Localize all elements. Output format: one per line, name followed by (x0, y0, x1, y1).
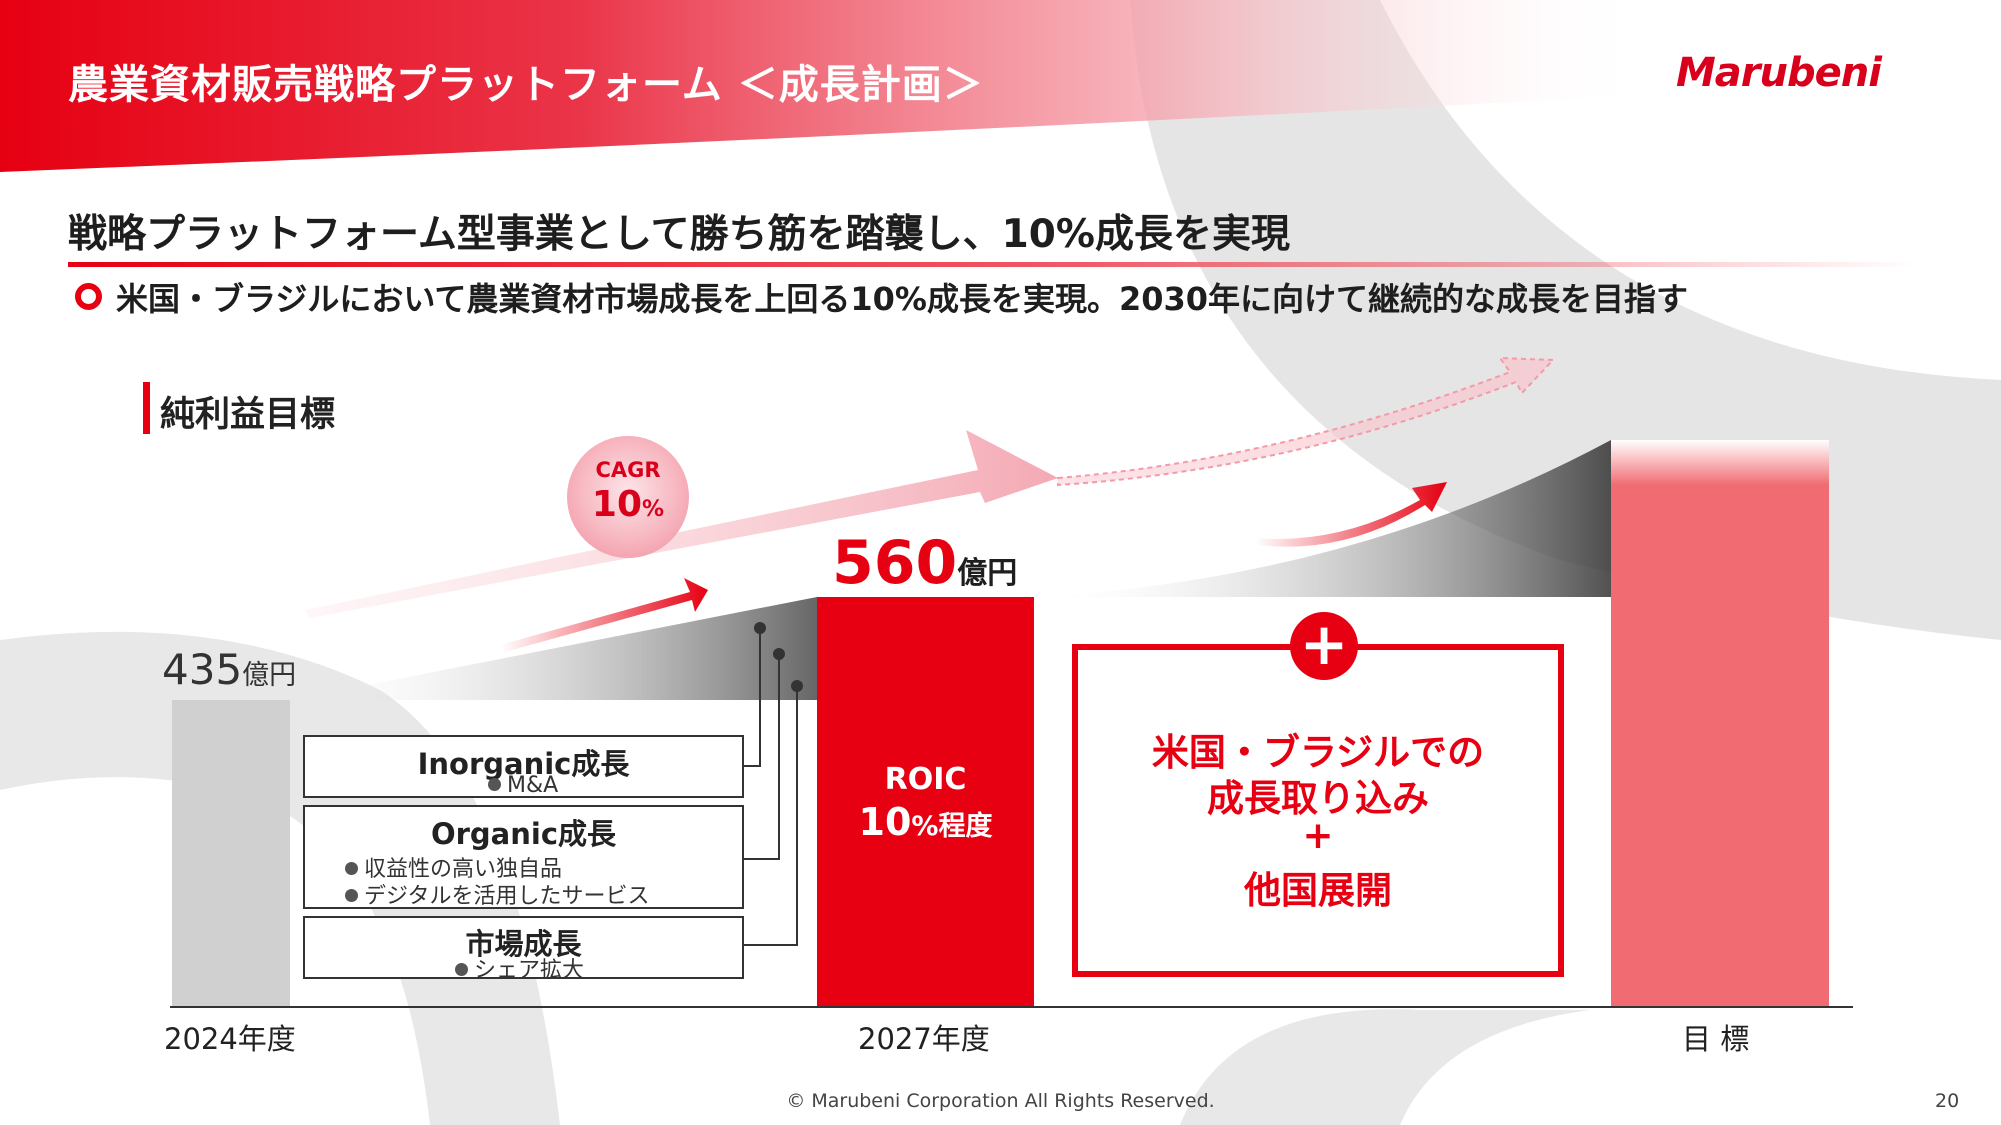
growth-arrow-big (305, 430, 1058, 618)
box-inorganic-title: Inorganic成長 (417, 747, 630, 781)
bullet-dot-icon (345, 862, 358, 875)
marubeni-logo: Marubeni (1676, 50, 1882, 96)
expansion-line-4: 他国展開 (1244, 869, 1392, 912)
section-accent-bar (143, 382, 150, 434)
cagr-value: 10% (567, 484, 689, 525)
value-2024: 435億円 (162, 645, 296, 694)
red-arrow-right (1255, 482, 1447, 547)
footer-copyright: © Marubeni Corporation All Rights Reserv… (786, 1090, 1215, 1112)
box-market: 市場成長 シェア拡大 (303, 916, 744, 983)
box-organic-title: Organic成長 (430, 817, 617, 851)
value-2024-number: 435 (162, 645, 243, 694)
cagr-unit: % (642, 497, 665, 522)
connector-lines (744, 628, 798, 946)
box-market-item: シェア拡大 (455, 952, 584, 984)
box-organic-item-1: 収益性の高い独自品 (345, 851, 562, 883)
x-label-goal: 目 標 (1682, 1022, 1750, 1056)
bullet-dot-icon (345, 889, 358, 902)
box-organic-item-1-text: 収益性の高い独自品 (364, 857, 563, 882)
box-organic-item-2-text: デジタルを活用したサービス (364, 884, 650, 909)
heading-rule (68, 262, 1918, 267)
main-heading: 戦略プラットフォーム型事業として勝ち筋を踏襲し、10%成長を実現 (68, 212, 1291, 257)
expansion-line-3: + (1302, 814, 1334, 857)
box-market-title: 市場成長 (465, 927, 582, 961)
box-inorganic: Inorganic成長 M&A (303, 735, 744, 798)
value-2024-unit: 億円 (242, 660, 297, 691)
section-label: 純利益目標 (160, 395, 336, 435)
expansion-line-2: 成長取り込み (1207, 777, 1429, 820)
red-arrow-left (500, 578, 708, 652)
roic-unit: %程度 (911, 811, 993, 842)
cagr-number: 10 (591, 484, 643, 525)
roic-label: ROIC (884, 762, 967, 797)
cagr-badge (567, 436, 689, 558)
roic-value: 10%程度 (817, 800, 1034, 844)
box-market-item-text: シェア拡大 (474, 958, 585, 983)
x-label-2027: 2027年度 (858, 1022, 990, 1056)
value-2027-number: 560 (832, 528, 958, 598)
growth-wedge-left (290, 597, 817, 700)
bullet-ring-icon (75, 283, 102, 310)
bar-2024 (172, 700, 290, 1007)
future-arrow-dashed (1057, 356, 1556, 487)
expansion-line-1: 米国・ブラジルでの (1151, 731, 1485, 774)
x-axis-baseline (170, 1006, 1853, 1008)
connector-dot-1 (754, 622, 766, 634)
box-organic: Organic成長 収益性の高い独自品 デジタルを活用したサービス (303, 805, 744, 909)
box-organic-item-2: デジタルを活用したサービス (345, 878, 650, 910)
page-number: 20 (1935, 1090, 1960, 1112)
cagr-label: CAGR (595, 458, 661, 482)
value-2027-unit: 億円 (957, 556, 1018, 591)
bullet-dot-icon (488, 778, 501, 791)
roic-number: 10 (858, 800, 912, 844)
expansion-box (1072, 644, 1564, 977)
value-2027: 560億円 (832, 528, 1017, 598)
connector-dot-2 (773, 648, 785, 660)
x-label-2024: 2024年度 (164, 1022, 296, 1056)
bullet-text: 米国・ブラジルにおいて農業資材市場成長を上回る10%成長を実現。2030年に向け… (116, 280, 1689, 318)
connector-dot-3 (791, 680, 803, 692)
growth-wedge-right (1034, 440, 1611, 597)
bg-arc-bottom-right (1180, 1009, 1590, 1125)
header-band (0, 0, 1650, 172)
box-inorganic-item-text: M&A (507, 773, 559, 798)
header-title: 農業資材販売戦略プラットフォーム ＜成長計画＞ (68, 62, 984, 108)
bullet-dot-icon (455, 963, 468, 976)
bar-goal (1611, 440, 1829, 1007)
plus-circle-icon: + (1290, 612, 1358, 680)
bar-2027 (817, 597, 1034, 1007)
box-inorganic-item: M&A (488, 773, 558, 798)
